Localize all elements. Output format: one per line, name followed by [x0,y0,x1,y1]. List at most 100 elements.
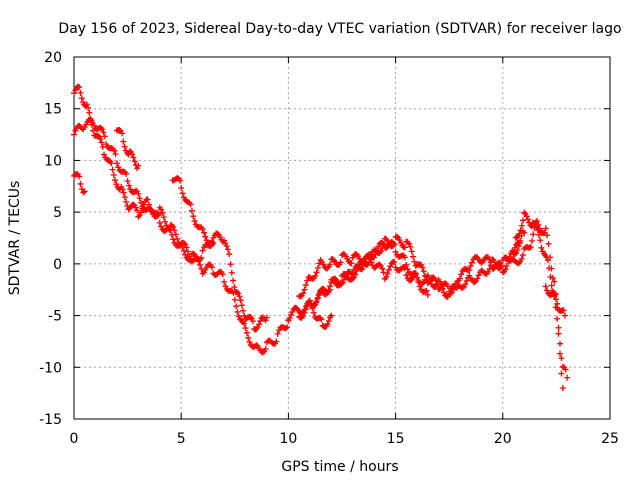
data-point [436,278,443,285]
data-point [329,276,336,283]
data-point [317,314,324,321]
series-arc-i [306,297,335,330]
data-point [130,154,137,161]
data-point [499,269,506,276]
data-point [309,275,316,282]
data-point [329,256,336,263]
data-point [326,283,333,290]
data-point [385,266,392,273]
data-point [411,258,418,265]
data-point [116,126,123,133]
data-point [401,244,408,251]
data-point [561,312,568,319]
data-point [234,308,241,315]
data-point [112,177,119,184]
data-point [351,252,358,259]
data-point [550,289,557,296]
data-point [300,312,307,319]
data-point [523,213,530,220]
data-point [546,265,553,272]
data-point [473,253,479,260]
data-point [531,220,538,227]
data-point [475,272,482,279]
data-point [101,133,108,140]
x-tick-label: 25 [601,431,619,447]
data-point [120,138,127,145]
data-point [100,129,107,136]
y-tick-label: 15 [44,102,62,118]
data-point [71,131,77,138]
data-point [125,182,132,189]
data-point [541,229,548,236]
data-point [440,289,447,296]
data-point [511,251,518,258]
data-point [174,235,181,242]
data-point [528,237,535,244]
data-point [377,248,384,255]
data-point [95,125,102,132]
data-point [383,244,390,251]
data-point [519,252,526,259]
data-point [183,244,190,251]
data-point [542,225,549,232]
data-point [80,189,87,196]
data-point [301,309,308,316]
data-point [182,241,189,248]
data-point [186,253,193,260]
data-point [230,289,237,296]
data-point [227,261,234,268]
data-point [564,374,571,381]
data-point [217,234,224,241]
data-point [360,262,367,269]
data-point [108,160,115,167]
data-point [505,258,512,265]
data-point [144,196,151,203]
data-point [190,250,197,257]
data-point [222,283,229,290]
data-point [135,190,142,197]
data-point [372,251,379,258]
data-point [302,305,309,312]
data-point [387,263,394,270]
data-point [468,259,475,266]
data-point [446,288,453,295]
data-point [325,318,332,324]
data-point [164,225,171,232]
data-point [231,284,238,291]
data-point [223,242,230,249]
data-point [376,261,383,268]
data-point [309,305,316,312]
data-point [359,266,366,273]
data-point [248,315,255,322]
data-point [179,190,186,197]
data-point [182,251,189,258]
data-point [463,277,470,284]
data-point [401,254,408,261]
data-point [255,321,262,328]
data-point [240,307,247,314]
data-point [172,231,179,238]
data-point [407,277,414,284]
data-point [287,312,294,319]
plot-frame [73,56,611,420]
data-point [184,248,191,255]
series-arc-h [296,238,431,321]
data-point [517,237,524,244]
data-point [202,233,209,240]
series-arc-g [296,228,528,300]
data-point [487,259,494,266]
data-point [348,260,355,267]
data-point [249,318,256,325]
data-point [458,271,465,278]
data-point [416,283,423,290]
data-point [545,240,552,247]
data-point [243,329,250,336]
y-tick-label: -15 [39,412,62,428]
data-point [502,266,509,273]
data-point [419,264,426,271]
data-point [474,275,481,282]
data-point [238,317,245,324]
data-point [542,283,549,290]
data-point [170,223,177,230]
series-arc-f [285,233,523,323]
